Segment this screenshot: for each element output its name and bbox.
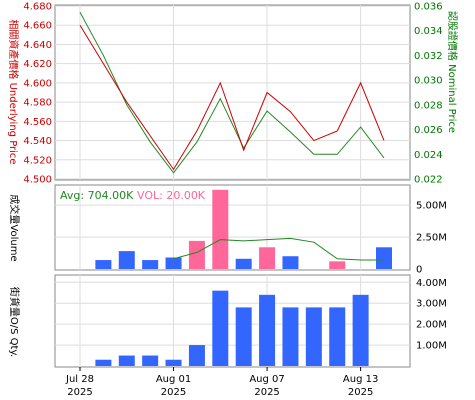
os-bar [165, 359, 182, 366]
left-tick-label: 4.500 [23, 175, 52, 186]
os-bar [235, 307, 252, 366]
x-tick-label: Aug 13 [343, 374, 378, 385]
os-bar [305, 307, 322, 366]
right-tick-label: 0.034 [414, 26, 443, 37]
left-tick-label: 4.600 [23, 78, 52, 89]
os-tick-label: 3.00M [416, 299, 447, 310]
right-tick-label: 0.022 [414, 175, 443, 186]
os-bar [329, 307, 346, 366]
left-axis-title: 相關資產價格 Underlying Price [7, 19, 20, 164]
underlying-price-line [79, 24, 385, 171]
volume-bar [118, 251, 135, 269]
left-tick-label: 4.680 [23, 2, 52, 13]
volume-bar [376, 247, 392, 269]
volume-bar [165, 257, 182, 269]
right-tick-label: 0.028 [414, 100, 443, 111]
volume-bar [212, 189, 229, 269]
volume-avg-line [173, 237, 384, 261]
volume-bars [95, 189, 392, 269]
volume-legend-vol: VOL: 20.00K [137, 189, 206, 202]
price-panel-frame [54, 4, 411, 181]
left-tick-label: 4.640 [23, 40, 52, 51]
volume-bar [142, 260, 159, 269]
volume-bar [282, 256, 299, 269]
x-tick-year: 2025 [348, 387, 373, 398]
os-tick-label: 1.00M [416, 341, 447, 352]
os-panel-frame [54, 274, 411, 368]
left-tick-label: 4.520 [23, 155, 52, 166]
left-tick-label: 4.620 [23, 59, 52, 70]
os-tick-label: 4.00M [416, 278, 447, 289]
left-tick-label: 4.660 [23, 21, 52, 32]
volume-legend-avg: Avg: 704.00K [60, 189, 134, 202]
os-bar [212, 290, 229, 366]
volume-tick-label: 5.00M [416, 201, 447, 212]
volume-axis-title: 成交量Volume [8, 194, 21, 261]
os-bar [142, 355, 159, 366]
right-tick-label: 0.030 [414, 76, 443, 87]
os-bar [282, 307, 299, 366]
nominal-price-line [79, 11, 385, 174]
right-tick-label: 0.032 [414, 51, 443, 62]
x-tick-label: Aug 01 [156, 374, 191, 385]
right-axis-title: 認股證價格 Nominal Price [446, 11, 459, 133]
x-tick-year: 2025 [254, 387, 279, 398]
price-lines [79, 11, 385, 174]
os-bar [188, 345, 205, 366]
right-tick-label: 0.026 [414, 125, 443, 136]
right-tick-label: 0.036 [414, 2, 443, 13]
os-bar [118, 355, 135, 366]
left-tick-label: 4.540 [23, 136, 52, 147]
volume-bar [95, 260, 112, 269]
os-bars [95, 290, 369, 366]
volume-panel-frame [54, 184, 411, 271]
volume-bar [235, 258, 252, 269]
os-axis-title: 街貨量O/S Qty. [8, 287, 21, 357]
x-tick-year: 2025 [161, 387, 186, 398]
os-bar [95, 359, 112, 366]
x-tick-label: Jul 28 [65, 374, 94, 385]
volume-bar [259, 247, 276, 269]
right-tick-label: 0.024 [414, 150, 443, 161]
os-tick-label: 2.00M [416, 320, 447, 331]
left-tick-label: 4.580 [23, 98, 52, 109]
os-bar [259, 294, 276, 366]
volume-tick-label: 0 [416, 265, 422, 276]
volume-bar [329, 261, 346, 269]
os-bar [352, 294, 369, 366]
tick-labels: 4.680 4.660 4.640 4.620 4.600 4.580 4.560 4.540… [23, 2, 447, 399]
volume-bar [188, 240, 205, 269]
grid-lines [55, 5, 410, 367]
x-tick-label: Aug 07 [249, 374, 284, 385]
volume-tick-label: 2.50M [416, 233, 447, 244]
x-tick-year: 2025 [67, 387, 92, 398]
left-tick-label: 4.560 [23, 117, 52, 128]
